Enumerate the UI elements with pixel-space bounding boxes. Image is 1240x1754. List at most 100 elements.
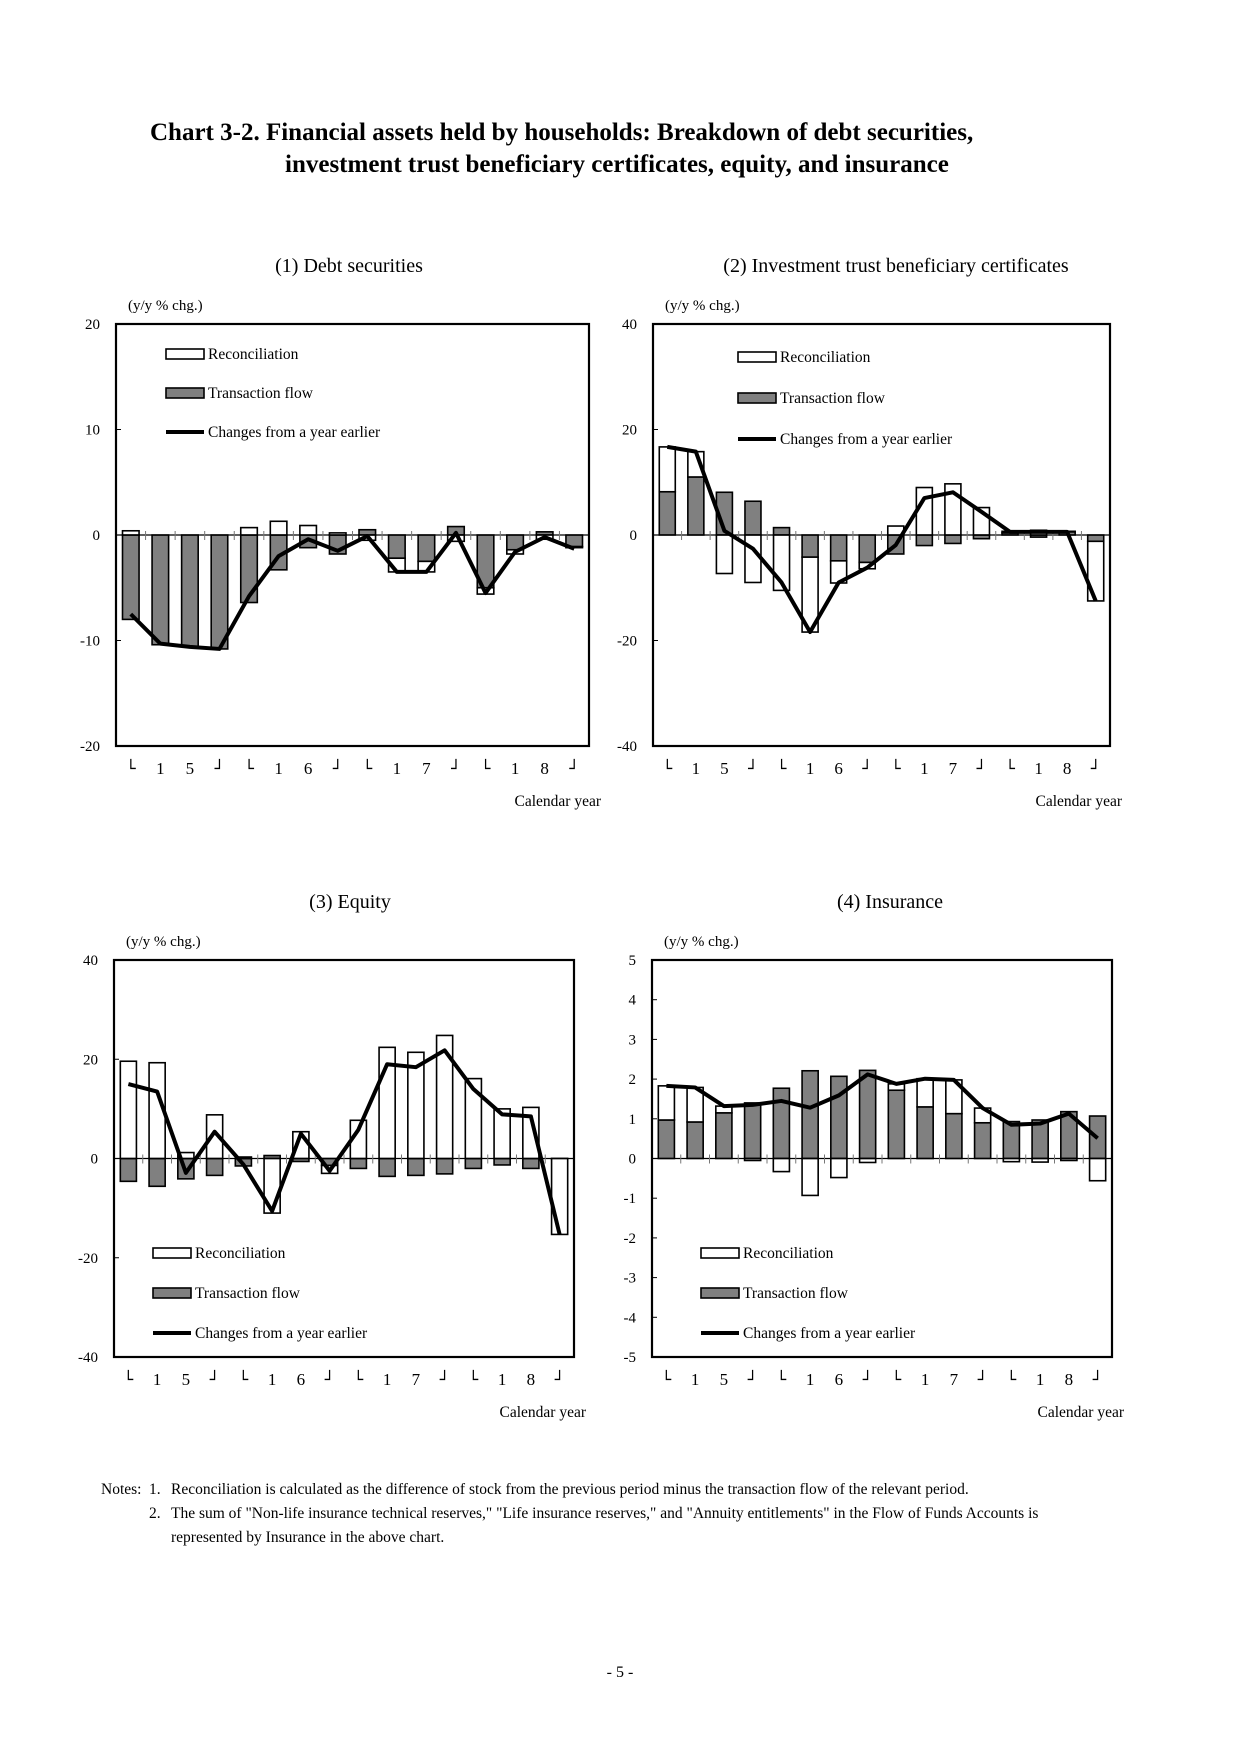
x-bracket-open: └ bbox=[892, 1369, 902, 1389]
reconciliation-bar bbox=[269, 520, 288, 536]
x-bracket-close: ┘ bbox=[214, 758, 225, 778]
changes-line bbox=[666, 444, 1098, 635]
x-tick-label-digit: 7 bbox=[950, 1370, 959, 1389]
legend-label: Transaction flow bbox=[743, 1285, 849, 1302]
x-tick-label-digit: 6 bbox=[297, 1370, 306, 1389]
x-tick-label-digit: 1 bbox=[268, 1370, 277, 1389]
y-axis-unit-label: (y/y % chg.) bbox=[128, 298, 203, 314]
x-tick-label-digit: 5 bbox=[720, 759, 729, 778]
x-bracket-close: ┘ bbox=[568, 758, 579, 778]
transaction-flow-bar bbox=[858, 534, 877, 564]
legend-label: Reconciliation bbox=[208, 346, 299, 363]
transaction-flow-bar bbox=[887, 1089, 906, 1160]
y-tick-label: 4 bbox=[629, 993, 637, 1009]
transaction-flow-bar bbox=[417, 534, 436, 563]
legend-label: Changes from a year earlier bbox=[743, 1325, 916, 1342]
x-bracket-open: └ bbox=[1007, 1369, 1017, 1389]
chart-title: (4) Insurance bbox=[837, 891, 943, 913]
y-tick-label: -1 bbox=[624, 1191, 637, 1207]
y-tick-label: -20 bbox=[78, 1251, 98, 1267]
x-bracket-open: └ bbox=[239, 1369, 249, 1389]
y-tick-label: -4 bbox=[624, 1310, 637, 1326]
chart-3: (3) Equity (y/y % chg.) 40 20 0 -20 -40 └ 1 5 ┘ └ 1 6… bbox=[78, 891, 587, 1421]
transaction-flow-bar bbox=[349, 1157, 368, 1170]
transaction-flow-bar bbox=[801, 534, 819, 558]
x-tick-label-digit: 1 bbox=[511, 759, 520, 778]
y-tick-label: 0 bbox=[629, 1152, 637, 1168]
legend-swatch-transaction-flow bbox=[700, 1287, 740, 1299]
x-tick-label-digit: 1 bbox=[920, 759, 929, 778]
x-bracket-open: └ bbox=[777, 1369, 787, 1389]
x-tick-label-digit: 6 bbox=[834, 759, 843, 778]
x-tick-label-digit: 8 bbox=[540, 759, 549, 778]
x-bracket-close: ┘ bbox=[747, 1369, 758, 1389]
chart-4: (4) Insurance (y/y % chg.) 5 4 3 2 1 0 -1 -2 -3 -4 -… bbox=[624, 891, 1125, 1421]
x-tick-label-digit: 6 bbox=[835, 1370, 844, 1389]
y-tick-label: -40 bbox=[617, 739, 637, 755]
note-text: The sum of "Non-life insurance technical… bbox=[171, 1505, 1039, 1546]
transaction-flow-bar bbox=[119, 1157, 138, 1183]
x-bracket-close: ┘ bbox=[976, 758, 987, 778]
x-bracket-close: ┘ bbox=[332, 758, 343, 778]
transaction-flow-bar bbox=[180, 534, 199, 648]
x-bracket-open: └ bbox=[481, 758, 491, 778]
page-number: - 5 - bbox=[606, 1664, 634, 1681]
legend-label: Transaction flow bbox=[208, 385, 314, 402]
y-tick-label: -20 bbox=[617, 634, 637, 650]
y-tick-label: 0 bbox=[93, 528, 101, 544]
transaction-flow-bar bbox=[1086, 534, 1105, 543]
transaction-flow-bar bbox=[801, 1069, 819, 1160]
x-bracket-open: └ bbox=[244, 758, 254, 778]
reconciliation-bar bbox=[715, 534, 734, 575]
transaction-flow-bar bbox=[387, 534, 406, 560]
transaction-flow-bar bbox=[239, 534, 259, 604]
reconciliation-bar bbox=[299, 524, 318, 536]
transaction-flow-bar bbox=[121, 534, 140, 621]
legend-label: Changes from a year earlier bbox=[208, 424, 381, 441]
transaction-flow-bar bbox=[686, 1121, 704, 1160]
x-bracket-open: └ bbox=[891, 758, 901, 778]
x-bracket-open: └ bbox=[126, 758, 136, 778]
transaction-flow-bar bbox=[744, 500, 762, 536]
note-number: 2. bbox=[149, 1505, 161, 1522]
legend-swatch-reconciliation bbox=[152, 1247, 192, 1259]
reconciliation-bar bbox=[801, 1157, 819, 1197]
y-tick-label: 10 bbox=[85, 423, 100, 439]
changes-line bbox=[666, 1072, 1099, 1140]
legend-swatch-reconciliation bbox=[700, 1247, 740, 1259]
note-indent bbox=[101, 1502, 149, 1550]
y-tick-label: -20 bbox=[80, 739, 100, 755]
x-tick-label-digit: 6 bbox=[304, 759, 313, 778]
x-tick-label-digit: 7 bbox=[949, 759, 958, 778]
reconciliation-bar bbox=[657, 1085, 676, 1121]
plot-frame bbox=[114, 322, 591, 748]
x-tick-label-digit: 1 bbox=[156, 759, 165, 778]
x-tick-label-digit: 8 bbox=[1063, 759, 1072, 778]
x-tick-label-digit: 1 bbox=[692, 759, 701, 778]
chart-title: (2) Investment trust beneficiary certifi… bbox=[723, 255, 1069, 277]
legend-label: Changes from a year earlier bbox=[195, 1325, 368, 1342]
x-bracket-open: └ bbox=[124, 1369, 134, 1389]
plot-frame bbox=[112, 958, 576, 1359]
y-tick-label: 0 bbox=[630, 528, 638, 544]
transaction-flow-bar bbox=[944, 534, 962, 545]
transaction-flow-bar bbox=[916, 1106, 934, 1160]
chart-title: (1) Debt securities bbox=[275, 255, 423, 277]
x-bracket-close: ┘ bbox=[1090, 758, 1101, 778]
chart-title: (3) Equity bbox=[309, 891, 391, 913]
reconciliation-bar bbox=[916, 1077, 934, 1108]
x-bracket-close: ┘ bbox=[977, 1369, 988, 1389]
legend-label: Reconciliation bbox=[743, 1245, 834, 1262]
y-tick-label: 2 bbox=[629, 1072, 637, 1088]
notes-section: Notes: 1. Reconciliation is calculated a… bbox=[101, 1478, 1101, 1550]
x-bracket-close: ┘ bbox=[450, 758, 461, 778]
transaction-flow-bar bbox=[772, 526, 791, 536]
plot-frame bbox=[651, 322, 1112, 748]
transaction-flow-bar bbox=[830, 1075, 848, 1160]
transaction-flow-bar bbox=[658, 490, 677, 536]
changes-line bbox=[127, 1048, 562, 1235]
x-bracket-open: └ bbox=[662, 758, 672, 778]
reconciliation-bar bbox=[121, 529, 140, 536]
legend-swatch-reconciliation bbox=[165, 348, 205, 360]
plot-frame bbox=[650, 958, 1114, 1359]
